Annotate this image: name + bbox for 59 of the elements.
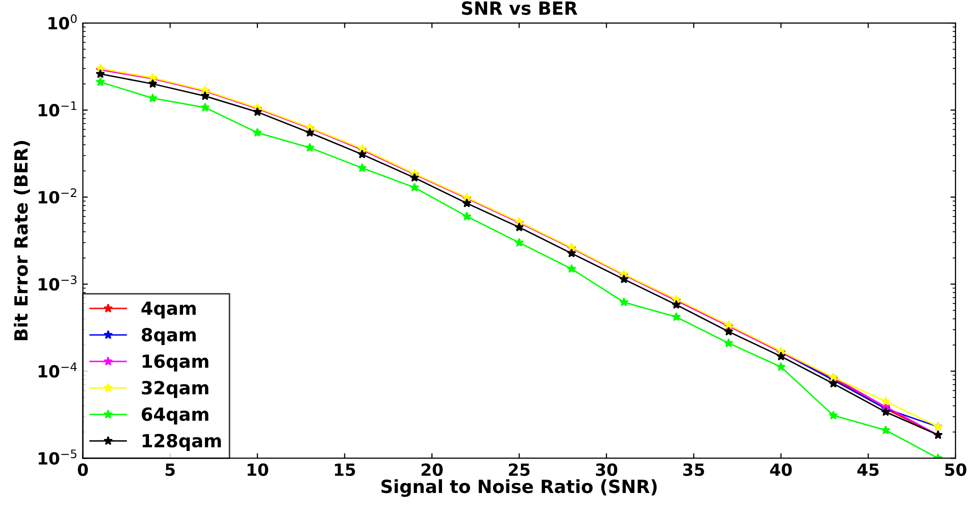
x-axis-title: Signal to Noise Ratio (SNR) <box>381 479 657 497</box>
point <box>305 128 314 137</box>
y-axis-title: Bit Error Rate (BER) <box>14 141 30 340</box>
point <box>96 77 105 86</box>
legend-label: 16qam <box>142 354 208 372</box>
chart-title: SNR vs BER <box>462 1 578 15</box>
legend-label: 64qam <box>142 407 208 425</box>
y-tick-label: 10$^{−1}$ <box>38 101 76 117</box>
legend-label: 4qam <box>141 302 196 319</box>
point <box>881 396 890 406</box>
point <box>305 142 314 152</box>
point <box>881 407 890 416</box>
x-tick-label: 0 <box>78 463 88 476</box>
x-tick-label: 35 <box>683 463 704 476</box>
x-tick-label: 5 <box>166 464 175 476</box>
point <box>828 378 838 388</box>
x-tick-label: 30 <box>596 463 618 476</box>
point <box>252 128 262 137</box>
point <box>200 91 210 100</box>
point <box>724 338 734 348</box>
point <box>566 264 576 273</box>
point <box>881 425 890 434</box>
y-tick-label: 10$^{−2}$ <box>38 188 76 204</box>
point <box>672 300 681 309</box>
legend-label: 8qam <box>142 328 196 346</box>
point <box>619 297 629 306</box>
y-tick-label: 10$^{−5}$ <box>38 450 76 465</box>
y-tick-label: 10$^{−4}$ <box>38 362 77 378</box>
point <box>148 79 158 88</box>
point <box>828 410 838 420</box>
x-tick-label: 10 <box>248 463 268 476</box>
legend-label: 128qam <box>142 434 221 452</box>
point <box>514 238 524 247</box>
point <box>462 212 472 220</box>
point <box>252 107 262 116</box>
point <box>566 248 576 258</box>
point <box>514 222 524 232</box>
point <box>200 102 210 112</box>
x-tick-label: 25 <box>508 463 530 476</box>
x-tick-label: 40 <box>770 463 792 476</box>
x-tick-label: 50 <box>945 463 966 476</box>
point <box>724 326 734 336</box>
point <box>96 69 105 78</box>
x-tick-label: 15 <box>334 464 356 476</box>
point <box>672 312 681 322</box>
point <box>410 172 420 182</box>
point <box>619 274 629 284</box>
point <box>148 93 158 102</box>
point <box>776 362 786 371</box>
x-tick-label: 45 <box>857 464 879 476</box>
y-tick-label: 10$^{−3}$ <box>38 275 76 291</box>
point <box>357 149 367 158</box>
x-tick-label: 20 <box>422 463 443 476</box>
point <box>462 198 472 208</box>
legend-label: 32qam <box>142 380 208 398</box>
point <box>776 352 786 360</box>
y-tick-label: 10$^{0}$ <box>48 14 77 30</box>
point <box>410 182 420 192</box>
point <box>357 163 367 172</box>
